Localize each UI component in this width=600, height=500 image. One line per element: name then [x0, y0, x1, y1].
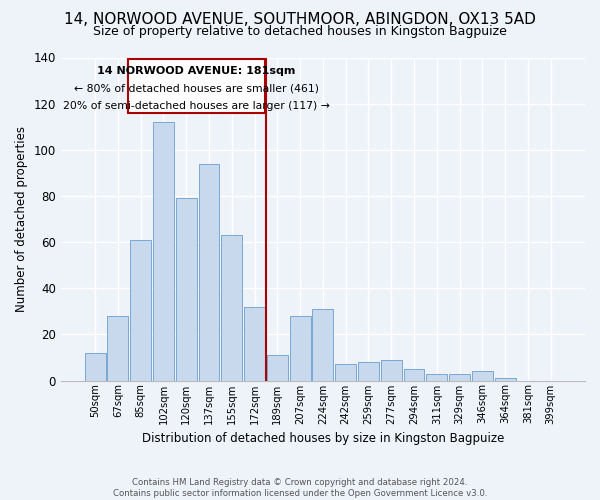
Bar: [472, 372, 493, 380]
Bar: [267, 355, 288, 380]
Text: 14 NORWOOD AVENUE: 181sqm: 14 NORWOOD AVENUE: 181sqm: [97, 66, 296, 76]
Bar: [290, 316, 311, 380]
Y-axis label: Number of detached properties: Number of detached properties: [15, 126, 28, 312]
FancyBboxPatch shape: [128, 58, 265, 113]
Bar: [85, 353, 106, 380]
Text: 14, NORWOOD AVENUE, SOUTHMOOR, ABINGDON, OX13 5AD: 14, NORWOOD AVENUE, SOUTHMOOR, ABINGDON,…: [64, 12, 536, 28]
Bar: [199, 164, 220, 380]
Bar: [358, 362, 379, 380]
Bar: [449, 374, 470, 380]
Bar: [221, 235, 242, 380]
Bar: [107, 316, 128, 380]
Bar: [130, 240, 151, 380]
X-axis label: Distribution of detached houses by size in Kingston Bagpuize: Distribution of detached houses by size …: [142, 432, 504, 445]
Bar: [494, 378, 515, 380]
Bar: [244, 306, 265, 380]
Bar: [404, 369, 424, 380]
Bar: [381, 360, 402, 380]
Text: 20% of semi-detached houses are larger (117) →: 20% of semi-detached houses are larger (…: [63, 101, 330, 111]
Text: ← 80% of detached houses are smaller (461): ← 80% of detached houses are smaller (46…: [74, 84, 319, 94]
Text: Contains HM Land Registry data © Crown copyright and database right 2024.
Contai: Contains HM Land Registry data © Crown c…: [113, 478, 487, 498]
Bar: [313, 309, 334, 380]
Bar: [153, 122, 174, 380]
Bar: [335, 364, 356, 380]
Bar: [176, 198, 197, 380]
Text: Size of property relative to detached houses in Kingston Bagpuize: Size of property relative to detached ho…: [93, 25, 507, 38]
Bar: [427, 374, 447, 380]
